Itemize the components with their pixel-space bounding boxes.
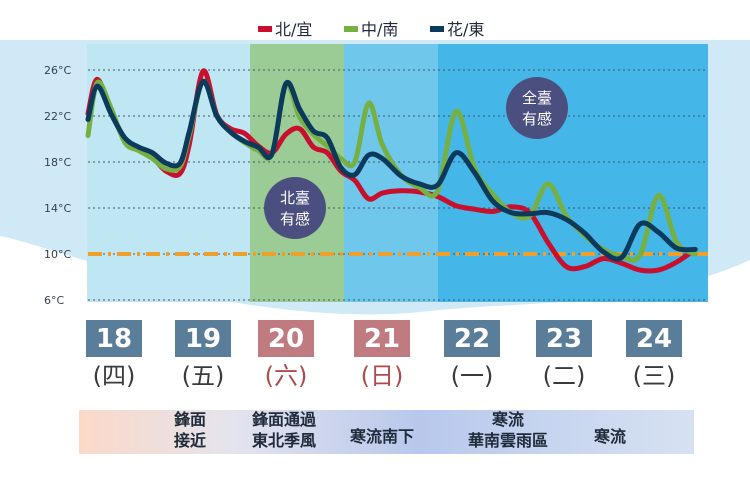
annotation-north-line1: 北臺	[280, 189, 310, 207]
series-layer	[85, 68, 698, 274]
y-tick-label: 10°C	[44, 248, 71, 261]
background-wave-top	[0, 0, 750, 40]
date-label: 24	[635, 323, 673, 354]
y-tick-label: 18°C	[44, 156, 71, 169]
weather-band-cold-surge-clouds: 寒流 華南雲雨區	[468, 409, 548, 451]
annotation-all-line2: 有感	[522, 110, 552, 128]
annotation-north-line2: 有感	[280, 210, 310, 228]
date-label: 23	[545, 323, 583, 354]
legend-label-central: 中/南	[361, 20, 398, 39]
series-line-hualien-taitung	[85, 78, 698, 262]
weather-band-line: 鋒面通過	[252, 410, 317, 429]
y-tick-label: 14°C	[44, 202, 71, 215]
date-label: 21	[363, 323, 401, 354]
date-label: 22	[453, 323, 491, 354]
date-box-24: 24	[626, 320, 682, 357]
weekday-22: (一)	[450, 362, 494, 390]
legend-label-east: 花/東	[447, 20, 484, 39]
legend-swatch-east	[430, 26, 444, 32]
period-band-front-passing	[250, 44, 344, 302]
annotation-all-bubble	[506, 77, 568, 139]
date-box-22: 22	[444, 320, 500, 357]
y-tick-label: 26°C	[44, 64, 71, 77]
weather-band-cold-surge: 寒流	[594, 426, 626, 447]
weekday-23: (二)	[542, 362, 586, 390]
legend-label-north: 北/宜	[275, 20, 312, 39]
date-box-21: 21	[354, 320, 410, 357]
date-box-23: 23	[536, 320, 592, 357]
weather-band-line: 接近	[174, 431, 207, 450]
annotation-north-bubble	[264, 177, 326, 239]
annotation-all-line1: 全臺	[522, 89, 552, 107]
weekday-19: (五)	[181, 362, 225, 390]
weather-band-line: 華南雲雨區	[468, 431, 549, 450]
weekday-24: (三)	[632, 362, 676, 390]
weather-band-line: 寒流南下	[350, 427, 415, 446]
y-tick-label: 22°C	[44, 110, 71, 123]
weather-band-front-approach: 鋒面 接近	[174, 409, 206, 451]
weather-band-cold-surge-south: 寒流南下	[350, 426, 414, 447]
date-label: 19	[184, 323, 222, 354]
legend: 北/宜 中/南 花/東	[258, 20, 484, 39]
legend-swatch-north	[258, 26, 272, 32]
weather-band-line: 鋒面	[174, 410, 207, 429]
weekday-21: (日)	[360, 362, 404, 390]
weekday-20: (六)	[264, 362, 308, 390]
weather-band-line: 東北季風	[252, 431, 317, 450]
y-tick-label: 6°C	[44, 294, 64, 307]
weekday-18: (四)	[92, 362, 136, 390]
weather-band-line: 寒流	[492, 410, 525, 429]
period-band-cold-surge	[438, 44, 708, 302]
legend-swatch-central	[344, 26, 358, 32]
date-box-19: 19	[175, 320, 231, 357]
weather-band-line: 寒流	[594, 427, 627, 446]
annotation-north: 北臺 有感	[264, 177, 326, 239]
date-label: 18	[95, 323, 133, 354]
date-label: 20	[267, 323, 305, 354]
weather-strip	[79, 410, 694, 454]
annotation-all: 全臺 有感	[506, 77, 568, 139]
date-box-20: 20	[258, 320, 314, 357]
y-axis-ticks: 26°C 22°C 18°C 14°C 10°C 6°C	[44, 64, 71, 307]
date-box-18: 18	[86, 320, 142, 357]
weather-band-front-passing: 鋒面通過 東北季風	[252, 409, 316, 451]
